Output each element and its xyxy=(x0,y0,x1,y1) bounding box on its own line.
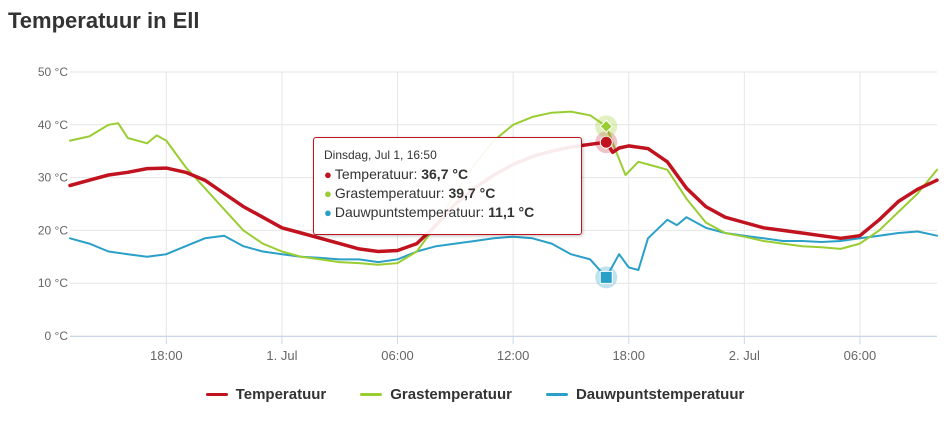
tooltip: Dinsdag, Jul 1, 16:50 ● Temperatuur: 36,7… xyxy=(313,137,582,235)
tooltip-header: Dinsdag, Jul 1, 16:50 xyxy=(324,148,437,162)
tooltip-row-grass: ● Grastemperatuur: 39,7 °C xyxy=(324,184,571,203)
legend-item-dewpoint[interactable]: Dauwpuntstemperatuur xyxy=(545,386,745,403)
dewpoint-marker xyxy=(599,270,613,284)
legend-line-icon xyxy=(205,393,228,396)
dewpoint-line[interactable] xyxy=(69,216,938,279)
y-axis: 0 °C 10 °C 20 °C 30 °C 40 °C 50 °C xyxy=(38,65,68,343)
tooltip-label: Temperatuur: xyxy=(334,166,422,182)
temperature-marker xyxy=(599,135,613,149)
y-tick-label: 50 °C xyxy=(38,65,68,79)
hover-markers xyxy=(595,115,618,289)
legend-line-icon xyxy=(360,393,383,396)
legend-label: Grastemperatuur xyxy=(390,386,512,403)
temperature-dot-icon: ● xyxy=(324,167,332,182)
x-tick-label: 18:00 xyxy=(612,348,645,363)
x-tick-label: 18:00 xyxy=(150,348,183,363)
x-tick-label: 2. Jul xyxy=(729,348,760,363)
grass-marker xyxy=(599,119,613,134)
legend-item-grass[interactable]: Grastemperatuur xyxy=(360,386,512,403)
y-tick-label: 20 °C xyxy=(38,223,68,237)
tooltip-label: Dauwpuntstemperatuur: xyxy=(334,204,489,220)
tooltip-value: 39,7 °C xyxy=(448,185,496,201)
y-tick-label: 30 °C xyxy=(38,171,68,185)
tooltip-row-temperature: ● Temperatuur: 36,7 °C xyxy=(324,165,571,184)
x-tick-label: 12:00 xyxy=(497,348,530,363)
grass-temperature-line[interactable] xyxy=(69,110,938,266)
y-tick-label: 10 °C xyxy=(38,276,68,290)
y-tick-label: 0 °C xyxy=(45,329,69,343)
x-tick-label: 06:00 xyxy=(844,348,877,363)
legend-label: Dauwpuntstemperatuur xyxy=(575,386,745,403)
x-tick-label: 1. Jul xyxy=(266,348,297,363)
y-tick-label: 40 °C xyxy=(38,118,68,132)
dewpoint-dot-icon: ● xyxy=(324,205,332,220)
tooltip-label: Grastemperatuur: xyxy=(334,185,449,201)
legend-label: Temperatuur xyxy=(235,386,327,403)
tooltip-value: 36,7 °C xyxy=(421,166,469,182)
tooltip-value: 11,1 °C xyxy=(488,204,535,220)
x-tick-label: 06:00 xyxy=(381,348,414,363)
tooltip-row-dewpoint: ● Dauwpuntstemperatuur: 11,1 °C xyxy=(324,203,571,222)
legend-line-icon xyxy=(545,393,568,396)
legend: Temperatuur Grastemperatuur Dauwpuntstem… xyxy=(0,386,950,403)
legend-item-temperature[interactable]: Temperatuur xyxy=(205,386,327,403)
x-axis: 18:00 1. Jul 06:00 12:00 18:00 2. Jul 06:00 xyxy=(70,336,937,363)
grass-dot-icon: ● xyxy=(324,186,332,201)
chart-title: Temperatuur in Ell xyxy=(8,8,200,33)
